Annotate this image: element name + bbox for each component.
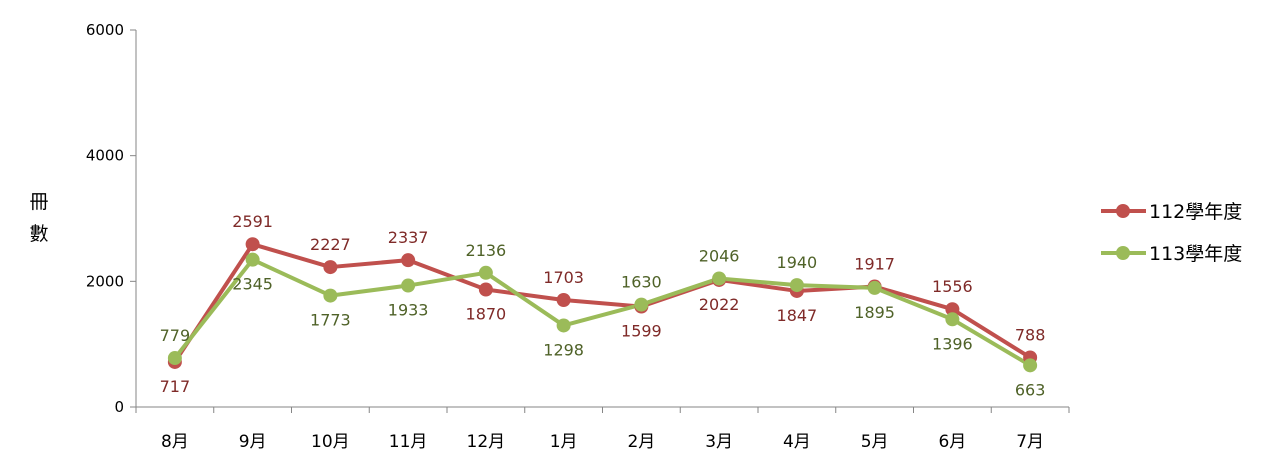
data-point (556, 318, 571, 333)
data-label: 2337 (388, 228, 429, 247)
x-tick-label: 7月 (1016, 432, 1044, 452)
legend-swatch-marker (1116, 204, 1130, 218)
data-point (401, 253, 416, 268)
data-point (478, 282, 493, 297)
x-tick-label: 9月 (239, 432, 267, 452)
data-label: 1870 (466, 305, 507, 324)
series-line-group-2 (172, 257, 1033, 368)
axes: 0 2000 4000 6000 8月 9月 10月 11月 12月 1月 2月 3月 4月 5月 6月 7月 (86, 21, 1070, 452)
data-point (478, 265, 493, 280)
data-label: 1940 (777, 253, 818, 272)
data-point (245, 252, 260, 267)
series-label-group-1: 717 2591 2227 2337 1870 1703 1599 2022 1847 1917 1… (160, 212, 1046, 396)
data-label: 2022 (699, 295, 740, 314)
data-point (167, 351, 182, 366)
legend: 112學年度 113學年度 (1101, 201, 1242, 265)
data-label: 2227 (310, 235, 351, 254)
data-label: 1773 (310, 311, 351, 330)
data-label: 788 (1015, 325, 1046, 344)
series-line (172, 242, 1033, 364)
legend-swatch-marker (1116, 246, 1130, 260)
y-axis-label-char-2: 數 (29, 223, 48, 245)
x-tick-label: 8月 (161, 432, 189, 452)
y-tick-label: 0 (114, 398, 124, 416)
y-axis-label-char-1: 冊 (29, 191, 48, 213)
data-label: 1933 (388, 301, 429, 320)
y-tick-label: 2000 (86, 272, 124, 290)
data-point (245, 237, 260, 252)
data-point (556, 292, 571, 307)
y-tick-label: 4000 (86, 147, 124, 165)
series-label-group-2: 779 2345 1773 1933 2136 1298 1630 2046 1940 1895 1… (160, 241, 1046, 400)
x-tick-label: 6月 (938, 432, 966, 452)
series-line-group-1 (172, 242, 1033, 364)
data-label: 779 (160, 326, 191, 345)
data-point (867, 280, 882, 295)
data-label: 2136 (466, 241, 507, 260)
data-label: 1630 (621, 273, 662, 292)
data-point (945, 312, 960, 327)
series-line (172, 257, 1033, 368)
data-label: 663 (1015, 380, 1046, 399)
data-point (634, 297, 649, 312)
x-tick-label: 3月 (705, 432, 733, 452)
data-label: 1895 (854, 303, 895, 322)
x-tick-label: 1月 (550, 432, 578, 452)
x-tick-label: 2月 (627, 432, 655, 452)
data-point (789, 278, 804, 293)
x-tick-label: 11月 (389, 432, 428, 452)
data-label: 2046 (699, 246, 740, 265)
series-marker-group-2 (167, 252, 1038, 373)
data-label: 1396 (932, 334, 973, 353)
x-tick-label: 12月 (467, 432, 506, 452)
legend-label: 112學年度 (1149, 201, 1242, 223)
series-layer: 717 2591 2227 2337 1870 1703 1599 2022 1847 1917 1… (160, 212, 1046, 399)
data-label: 1917 (854, 255, 895, 274)
data-point (1023, 358, 1038, 373)
data-label: 1703 (543, 268, 584, 287)
legend-label: 113學年度 (1149, 243, 1242, 265)
data-point (401, 278, 416, 293)
x-tick-label: 5月 (861, 432, 889, 452)
data-point (712, 271, 727, 286)
y-tick-label: 6000 (86, 21, 124, 39)
data-label: 717 (160, 377, 191, 396)
data-label: 2591 (232, 212, 273, 231)
data-label: 1298 (543, 340, 584, 359)
x-tick-label: 10月 (311, 432, 350, 452)
data-label: 2345 (232, 275, 273, 294)
data-label: 1556 (932, 277, 973, 296)
data-point (323, 288, 338, 303)
x-tick-label: 4月 (783, 432, 811, 452)
data-label: 1847 (777, 306, 818, 325)
data-point (323, 260, 338, 275)
data-label: 1599 (621, 322, 662, 341)
data-point (945, 302, 960, 317)
